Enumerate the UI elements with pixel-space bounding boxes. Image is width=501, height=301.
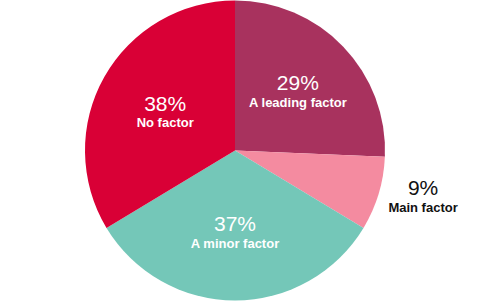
svg-text:9%Main factor: 9%Main factor: [388, 176, 457, 215]
svg-text:29%A leading factor: 29%A leading factor: [249, 71, 347, 110]
svg-text:37%A minor factor: 37%A minor factor: [191, 212, 279, 251]
svg-text:38%No factor: 38%No factor: [137, 92, 194, 131]
